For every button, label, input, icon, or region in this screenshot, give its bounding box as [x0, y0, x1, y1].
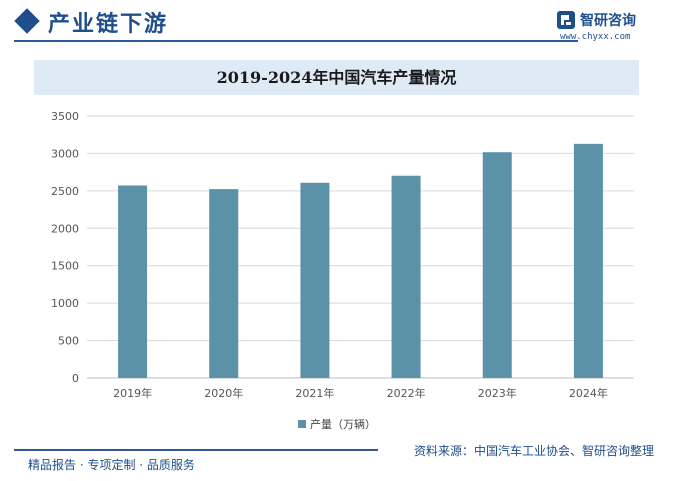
x-tick-label: 2022年 [387, 386, 426, 400]
header-divider [14, 40, 578, 42]
x-tick-label: 2019年 [113, 386, 152, 400]
x-tick-label: 2024年 [569, 386, 608, 400]
chart-title-band: 2019-2024年中国汽车产量情况 [34, 60, 639, 95]
y-tick-label: 3000 [51, 147, 79, 160]
bar [300, 182, 330, 378]
bar [482, 152, 512, 378]
x-tick-label: 2023年 [478, 386, 517, 400]
y-tick-label: 3500 [51, 110, 79, 123]
brand-logo-icon [557, 11, 575, 29]
brand-url: www.chyxx.com [560, 32, 631, 42]
bar [209, 189, 239, 378]
y-tick-label: 2500 [51, 185, 79, 198]
y-tick-label: 0 [72, 372, 79, 385]
y-tick-label: 500 [58, 335, 79, 348]
bar [391, 175, 421, 378]
footer-divider [14, 449, 378, 451]
legend: 产量（万辆） [0, 412, 674, 432]
bar-chart: 0 500 1000 1500 2000 2500 3000 3500 2019年 2020年 20… [51, 110, 634, 400]
legend-swatch [298, 420, 306, 428]
y-tick-label: 1500 [51, 260, 79, 273]
section-title: 产业链下游 [48, 12, 169, 37]
brand-name: 智研咨询 [580, 13, 636, 29]
x-tick-label: 2020年 [204, 386, 243, 400]
brand: 智研咨询 www.chyxx.com [556, 8, 656, 42]
page-header: 产业链下游 智研咨询 www.chyxx.com [0, 0, 674, 46]
source-note: 资料来源：中国汽车工业协会、智研咨询整理 [413, 444, 654, 458]
chart-title: 2019-2024年中国汽车产量情况 [216, 68, 457, 87]
y-tick-label: 1000 [51, 297, 79, 310]
footer-tagline: 精品报告 · 专项定制 · 品质服务 [28, 458, 195, 472]
bar [118, 185, 148, 378]
legend-label: 产量（万辆） [310, 418, 376, 431]
x-tick-label: 2021年 [295, 386, 334, 400]
y-tick-label: 2000 [51, 222, 79, 235]
bar [573, 143, 603, 378]
